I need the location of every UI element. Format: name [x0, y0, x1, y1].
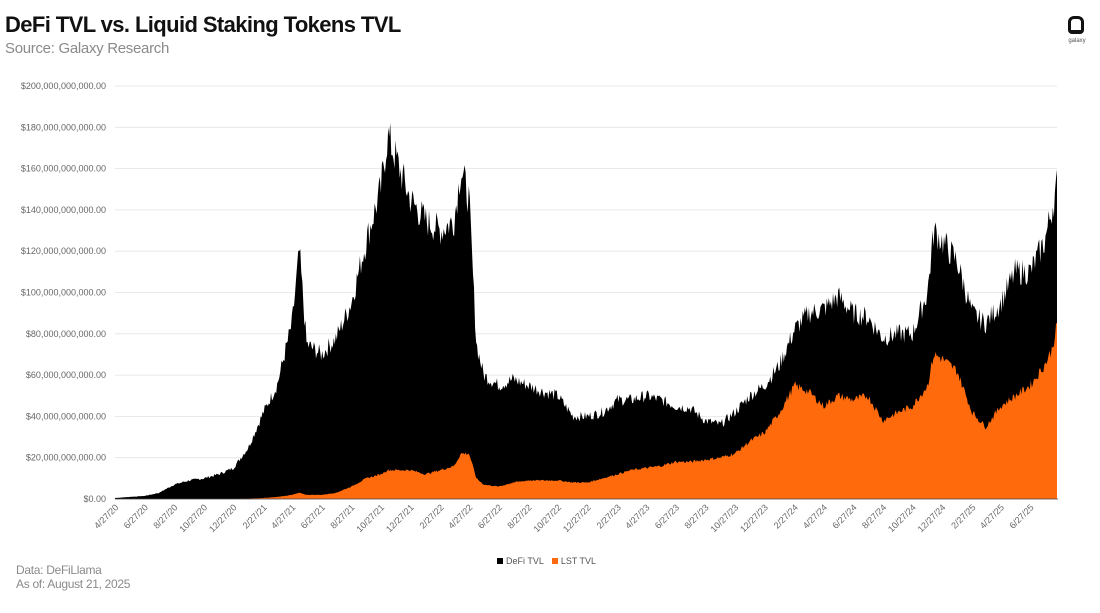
- x-tick-label: 12/27/20: [207, 502, 239, 534]
- legend-label-defi: DeFi TVL: [506, 556, 544, 566]
- x-tick-label: 10/27/20: [177, 502, 209, 534]
- x-tick-label: 2/27/25: [949, 502, 977, 530]
- y-tick-label: $160,000,000,000.00: [21, 164, 106, 174]
- y-tick-label: $100,000,000,000.00: [21, 288, 106, 298]
- as-of-note: As of: August 21, 2025: [16, 577, 131, 591]
- x-tick-label: 8/27/24: [860, 502, 888, 530]
- footer-notes: Data: DeFiLlama As of: August 21, 2025: [16, 563, 130, 591]
- y-tick-label: $140,000,000,000.00: [21, 205, 106, 215]
- legend-item-defi: DeFi TVL: [497, 556, 544, 566]
- x-tick-label: 8/27/23: [682, 502, 710, 530]
- y-tick-label: $0.00: [83, 494, 106, 504]
- x-tick-label: 4/27/22: [446, 502, 474, 530]
- y-tick-label: $20,000,000,000.00: [26, 453, 106, 463]
- x-tick-label: 8/27/22: [505, 502, 533, 530]
- x-tick-label: 6/27/25: [1007, 502, 1035, 530]
- x-tick-label: 12/27/21: [384, 502, 416, 534]
- chart-legend: DeFi TVL LST TVL: [497, 556, 596, 566]
- lst-swatch-icon: [551, 558, 558, 564]
- y-tick-label: $120,000,000,000.00: [21, 246, 106, 256]
- data-source-note: Data: DeFiLlama: [16, 563, 102, 577]
- area-chart: $0.00 $20,000,000,000.00 $40,000,000,000.0…: [21, 81, 1058, 534]
- y-axis-labels: $0.00 $20,000,000,000.00 $40,000,000,000.0…: [21, 81, 106, 504]
- chart-title: DeFi TVL vs. Liquid Staking Tokens TVL: [5, 12, 401, 37]
- galaxy-logo-text: galaxy: [1068, 38, 1086, 44]
- galaxy-logo: galaxy: [1062, 16, 1092, 50]
- lst-tvl-area: [115, 322, 1057, 499]
- x-tick-label: 4/27/25: [978, 502, 1006, 530]
- x-tick-label: 10/27/21: [354, 502, 386, 534]
- x-tick-label: 6/27/22: [476, 502, 504, 530]
- legend-item-lst: LST TVL: [551, 556, 597, 566]
- y-tick-label: $40,000,000,000.00: [26, 411, 106, 421]
- x-tick-label: 12/27/22: [561, 502, 593, 534]
- x-tick-label: 2/27/22: [418, 502, 446, 530]
- x-tick-label: 2/27/24: [772, 502, 800, 530]
- galaxy-logo-icon: [1068, 16, 1084, 34]
- x-tick-label: 12/27/23: [738, 502, 770, 534]
- x-tick-label: 2/27/21: [241, 502, 269, 530]
- x-tick-label: 4/27/21: [269, 502, 297, 530]
- y-tick-label: $180,000,000,000.00: [21, 122, 106, 132]
- x-tick-label: 6/27/21: [299, 502, 327, 530]
- x-tick-label: 10/27/22: [531, 502, 563, 534]
- x-tick-label: 8/27/21: [328, 502, 356, 530]
- defi-swatch-icon: [497, 558, 503, 564]
- y-tick-label: $80,000,000,000.00: [26, 329, 106, 339]
- x-tick-label: 6/27/23: [653, 502, 681, 530]
- x-tick-label: 12/27/24: [916, 502, 948, 534]
- x-tick-label: 8/27/20: [151, 502, 179, 530]
- legend-label-lst: LST TVL: [560, 556, 597, 566]
- x-tick-label: 2/27/23: [595, 502, 623, 530]
- defi-tvl-area: [115, 123, 1057, 499]
- x-tick-label: 6/27/20: [122, 502, 150, 530]
- y-tick-label: $200,000,000,000.00: [21, 81, 106, 91]
- x-tick-label: 10/27/24: [886, 502, 918, 534]
- y-tick-label: $60,000,000,000.00: [26, 370, 106, 380]
- x-tick-label: 10/27/23: [708, 502, 740, 534]
- x-tick-label: 4/27/23: [623, 502, 651, 530]
- x-tick-label: 4/27/20: [92, 502, 120, 530]
- x-tick-label: 6/27/24: [830, 502, 858, 530]
- x-tick-label: 4/27/24: [801, 502, 829, 530]
- chart-subtitle: Source: Galaxy Research: [5, 40, 170, 57]
